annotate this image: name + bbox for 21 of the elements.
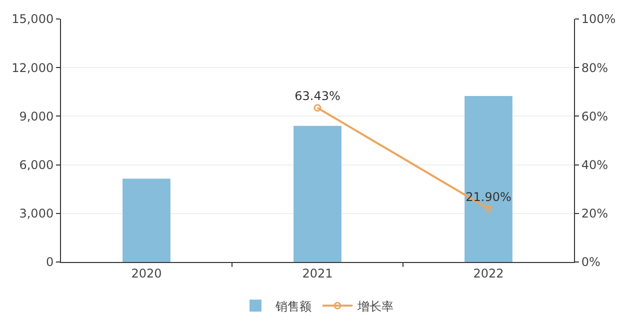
legend-label: 增长率 [356, 299, 394, 314]
y2-tick-label: 20% [581, 206, 608, 221]
y2-tick-label: 100% [581, 12, 616, 26]
x-tick-label: 2021 [302, 266, 333, 280]
bar [122, 178, 170, 262]
y-tick-label: 15,000 [12, 12, 54, 26]
x-tick-label: 2022 [473, 266, 504, 280]
y-tick-label: 12,000 [12, 60, 54, 75]
x-tick-label: 2020 [131, 266, 162, 280]
data-label: 63.43% [294, 89, 340, 104]
y-tick-label: 6,000 [19, 158, 54, 172]
y2-tick-label: 60% [581, 109, 608, 124]
y2-tick-label: 40% [581, 158, 608, 172]
y-tick-label: 0 [46, 255, 54, 270]
y-tick-label: 9,000 [19, 109, 54, 124]
y2-tick-label: 0% [581, 255, 600, 270]
y2-tick-label: 80% [581, 60, 608, 75]
y-tick-label: 3,000 [19, 206, 54, 221]
bar [294, 126, 342, 262]
bar [464, 96, 512, 262]
legend-label: 销售额 [274, 299, 312, 314]
